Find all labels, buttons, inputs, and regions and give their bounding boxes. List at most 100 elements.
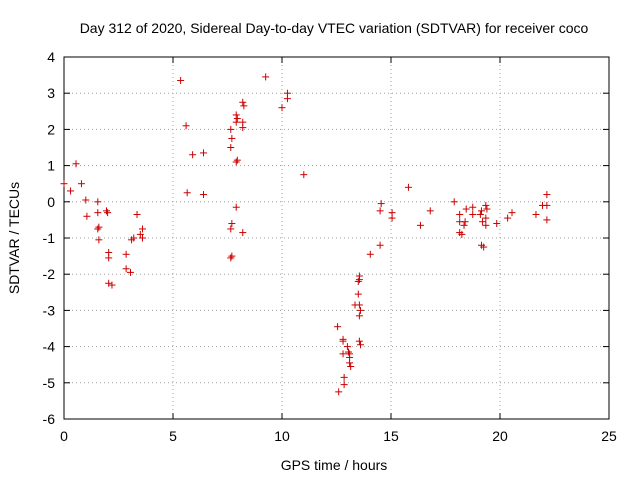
data-point (355, 312, 363, 320)
data-point (105, 254, 113, 262)
data-point (482, 221, 490, 229)
data-points (60, 73, 551, 396)
y-tick-label: 1 (47, 158, 55, 174)
data-point (339, 337, 347, 345)
data-point (543, 201, 551, 209)
data-point (532, 210, 540, 218)
data-point (340, 381, 348, 389)
data-point (458, 230, 466, 238)
y-tick-label: 0 (47, 194, 55, 210)
data-point (239, 229, 247, 237)
data-point (450, 198, 458, 206)
data-point (122, 250, 130, 258)
data-point (232, 118, 240, 126)
data-point (94, 209, 102, 217)
data-point (376, 241, 384, 249)
data-point (508, 209, 516, 217)
data-point (126, 268, 134, 276)
y-tick-label: -2 (43, 266, 56, 282)
data-point (476, 210, 484, 218)
data-point (200, 149, 208, 157)
data-point (543, 191, 551, 199)
y-tick-label: 3 (47, 85, 55, 101)
data-point (95, 236, 103, 244)
data-point (189, 151, 197, 159)
data-point (228, 134, 236, 142)
x-tick-label: 25 (601, 428, 617, 444)
data-point (103, 207, 111, 215)
data-point (232, 158, 240, 166)
data-point (200, 191, 208, 199)
data-point (233, 156, 241, 164)
data-point (482, 201, 490, 209)
data-point (483, 205, 491, 213)
data-point (456, 210, 464, 218)
y-tick-label: -4 (43, 339, 56, 355)
data-point (340, 373, 348, 381)
data-point (339, 350, 347, 358)
x-tick-label: 10 (274, 428, 290, 444)
data-point (240, 102, 248, 110)
data-point (355, 337, 363, 345)
data-point (493, 220, 501, 228)
y-tick-label: -6 (43, 411, 56, 427)
data-point (355, 276, 363, 284)
data-point (469, 203, 477, 211)
data-point (60, 180, 68, 188)
data-point (480, 243, 488, 251)
data-point (133, 210, 141, 218)
data-point (504, 214, 512, 222)
x-axis-label: GPS time / hours (281, 457, 388, 473)
data-point (376, 207, 384, 215)
data-point (356, 306, 364, 314)
y-tick-label: -3 (43, 302, 56, 318)
data-point (347, 363, 355, 371)
data-point (122, 265, 130, 273)
chart-title: Day 312 of 2020, Sidereal Day-to-day VTE… (80, 20, 589, 36)
data-point (462, 205, 470, 213)
data-point (232, 111, 240, 119)
data-point (335, 388, 343, 396)
data-point (477, 207, 485, 215)
data-point (177, 77, 185, 85)
data-point (334, 323, 342, 331)
y-tick-label: 2 (47, 121, 55, 137)
data-point (182, 122, 190, 130)
data-point (479, 218, 487, 226)
data-point (228, 252, 236, 260)
data-point (354, 277, 362, 285)
data-point (366, 250, 374, 258)
data-point (404, 183, 412, 191)
y-tick-label: -1 (43, 230, 56, 246)
data-point (67, 187, 75, 195)
data-point (77, 180, 85, 188)
data-point (416, 221, 424, 229)
data-point (136, 230, 144, 238)
data-point (355, 301, 363, 309)
data-point (239, 124, 247, 132)
data-point (426, 207, 434, 215)
data-point (346, 359, 354, 367)
data-point (130, 234, 138, 242)
x-tick-label: 0 (60, 428, 68, 444)
data-point (239, 98, 247, 106)
data-point (227, 254, 235, 262)
y-tick-label: -5 (43, 375, 56, 391)
data-point (227, 125, 235, 133)
data-point (262, 73, 270, 81)
x-tick-label: 5 (169, 428, 177, 444)
data-point (461, 218, 469, 226)
data-point (278, 104, 286, 112)
data-point (283, 95, 291, 103)
y-tick-label: 4 (47, 49, 55, 65)
data-point (94, 198, 102, 206)
data-point (300, 171, 308, 179)
data-point (95, 223, 103, 231)
data-point (183, 189, 191, 197)
data-point (82, 196, 90, 204)
data-point (460, 221, 468, 229)
data-point (138, 234, 146, 242)
plot-frame (63, 56, 610, 420)
